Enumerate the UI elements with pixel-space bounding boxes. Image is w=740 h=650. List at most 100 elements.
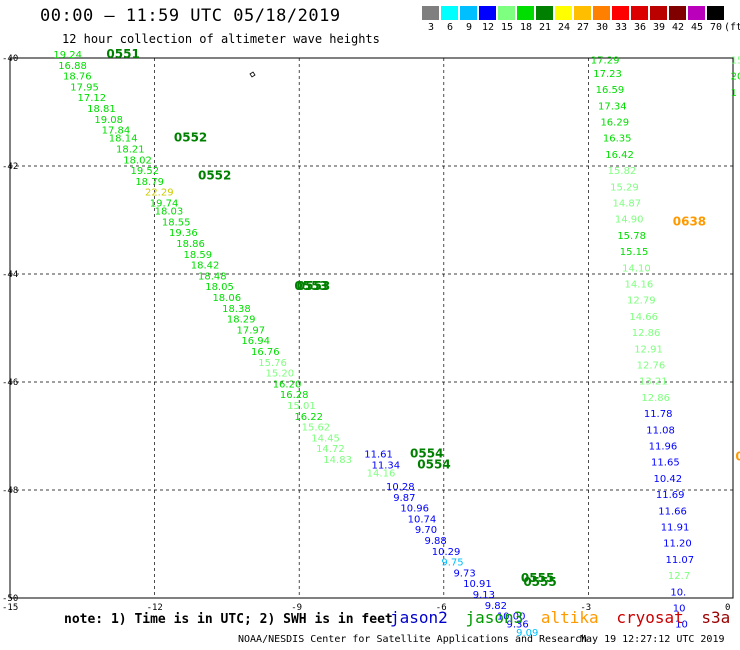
map-frame [9,57,734,599]
track-b-time-label: 0638 [673,214,706,228]
footer-credit: NOAA/NESDIS Center for Satellite Applica… [238,634,588,645]
track-a-value-label: 11.61 [364,450,393,461]
track-b-value-label: 16.42 [605,150,634,161]
track-b-value-label: 10 [673,604,686,615]
track-c-value-label: 15 [731,55,740,66]
note-text: note: 1) Time is in UTC; 2) SWH is in fe… [64,612,393,627]
track-a-value-label: 14.72 [316,444,345,455]
track-a-value-label: 18.29 [227,315,256,326]
scale-label: 70 [709,22,723,33]
track-a-value-label: 17.12 [77,93,106,104]
lon-tick-label: -6 [436,603,447,613]
track-a-value-label: 9.88 [425,536,447,547]
lon-tick-label: -9 [291,603,302,613]
track-a-time-label: 0552 [174,131,207,145]
track-a-value-label: 19.24 [53,50,82,61]
track-a-value-label: 15.62 [302,423,331,434]
legend-jason3: jason3 [465,608,524,627]
scale-swatch [460,6,477,20]
track-b-value-label: 12.91 [634,344,663,355]
track-a-value-label: 18.21 [116,145,145,156]
track-a-value-label: 18.05 [205,282,234,293]
scale-label: 45 [690,22,704,33]
track-a-time-label: 0555 [521,571,554,585]
track-b-time-label: 0 [735,449,740,463]
legend-altika: altika [540,608,599,627]
scale-label: 30 [595,22,609,33]
scale-swatch [517,6,534,20]
scale-swatch [650,6,667,20]
track-a-value-label: 10.96 [400,504,429,515]
track-b-value-label: 10 [675,620,688,631]
satellite-legend: jason2 jason3 altika cryosat s3a [390,608,738,627]
track-b-value-label: 11.65 [651,458,680,469]
scale-swatch [669,6,686,20]
track-b-value-label: 11.91 [661,523,690,534]
track-b-value-label: 11.08 [646,425,675,436]
track-a-time-label: 0551 [106,47,139,61]
scale-swatch [688,6,705,20]
track-a-value-label: 18.06 [212,293,241,304]
scale-swatch [707,6,724,20]
track-a-value-label: 9.82 [485,601,507,612]
track-a-value-label: 15.01 [287,401,316,412]
scale-unit: (ft) [724,22,740,33]
track-a-value-label: 9.09 [516,628,538,639]
track-b-value-label: 10. [670,587,686,598]
lat-tick-label: -48 [2,486,18,496]
track-a-value-label: 18.02 [123,155,152,166]
track-b-value-label: 16.29 [600,118,629,129]
scale-label: 24 [557,22,571,33]
track-b-value-label: 14.66 [629,312,658,323]
track-a-time-label: 0555 [523,575,556,589]
track-a-value-label: 19.52 [131,166,160,177]
track-a-value-label: 10.00 [497,612,526,623]
lon-tick-label: 0 [725,603,730,613]
track-a-value-label: 18.55 [162,217,191,228]
track-c-value-label: 20 [731,72,740,83]
track-a-value-label: 9.73 [453,568,475,579]
track-b-value-label: 15.82 [608,166,637,177]
track-b-value-label: 13.21 [639,377,668,388]
track-a-value-label: 18.42 [191,261,220,272]
track-a-value-label: 16.28 [280,390,309,401]
track-a-value-label: 18.76 [63,72,92,83]
track-b-value-label: 12.86 [641,393,670,404]
scale-swatch [555,6,572,20]
track-a-value-label: 17.95 [70,82,99,93]
track-b-value-label: 12.7 [668,571,690,582]
track-a-value-label: 18.79 [135,177,164,188]
scale-label: 39 [652,22,666,33]
track-a-value-label: 19.08 [94,115,123,126]
track-b-value-label: 15.78 [617,231,646,242]
track-b-value-label: 11.07 [666,555,695,566]
scale-label: 42 [671,22,685,33]
track-c-value-label: 1 [731,88,737,99]
map-title: 00:00 – 11:59 UTC 05/18/2019 [40,6,341,26]
track-b-value-label: 10.42 [653,474,682,485]
track-a-value-label: 16.22 [294,412,323,423]
track-a-value-label: 16.88 [58,61,87,72]
scale-label: 36 [633,22,647,33]
track-a-value-label: 14.83 [323,455,352,466]
scale-label: 27 [576,22,590,33]
track-a-value-label: 11.34 [372,460,401,471]
track-a-time-label: 0552 [198,169,231,183]
track-a-value-label: 15.20 [265,369,294,380]
map-subtitle: 12 hour collection of altimeter wave hei… [62,32,380,46]
track-b-value-label: 14.87 [613,199,642,210]
track-b-value-label: 17.34 [598,101,627,112]
track-b-value-label: 11.69 [656,490,685,501]
scale-label: 18 [519,22,533,33]
track-a-value-label: 16.94 [241,336,270,347]
track-b-value-label: 11.96 [649,442,678,453]
track-a-value-label: 18.14 [109,134,138,145]
track-b-value-label: 12.79 [627,296,656,307]
track-a-time-label: 0553 [297,279,330,293]
track-a-value-label: 18.59 [184,250,213,261]
scale-swatch [574,6,591,20]
track-b-value-label: 16.35 [603,134,632,145]
track-b-value-label: 14.10 [622,263,651,274]
scale-swatch [422,6,439,20]
